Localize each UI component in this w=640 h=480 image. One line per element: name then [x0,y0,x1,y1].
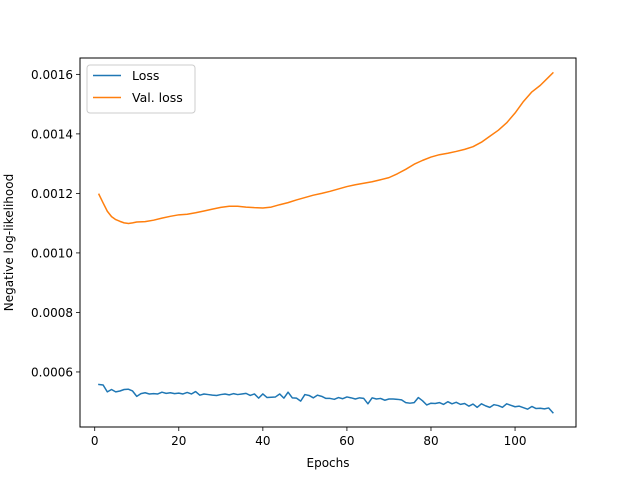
y-tick-label: 0.0014 [31,127,73,141]
x-tick-label: 80 [423,434,438,448]
y-tick-label: 0.0008 [31,306,73,320]
x-axis: 0 20 40 60 80 100 [91,427,527,448]
y-tick-label: 0.0012 [31,187,73,201]
legend-box [86,64,196,114]
plot-frame [79,57,577,428]
plot-area [97,71,554,414]
legend-label-loss: Loss [132,68,159,83]
x-axis-label: Epochs [307,456,350,470]
y-tick-label: 0.0010 [31,246,73,260]
y-axis: 0.0006 0.0008 0.0010 0.0012 0.0014 0.0016 [31,68,80,379]
legend: Loss Val. loss [86,64,196,114]
x-tick-label: 40 [255,434,270,448]
legend-label-val-loss: Val. loss [132,90,183,105]
x-tick-label: 60 [339,434,354,448]
y-tick-label: 0.0016 [31,68,73,82]
y-tick-label: 0.0006 [31,365,73,379]
x-tick-label: 20 [171,434,186,448]
x-tick-label: 0 [91,434,99,448]
series-line-val-loss [97,71,554,225]
series-line-loss [98,383,554,414]
y-axis-label: Negative log-likelihood [2,174,16,311]
x-tick-label: 100 [504,434,527,448]
